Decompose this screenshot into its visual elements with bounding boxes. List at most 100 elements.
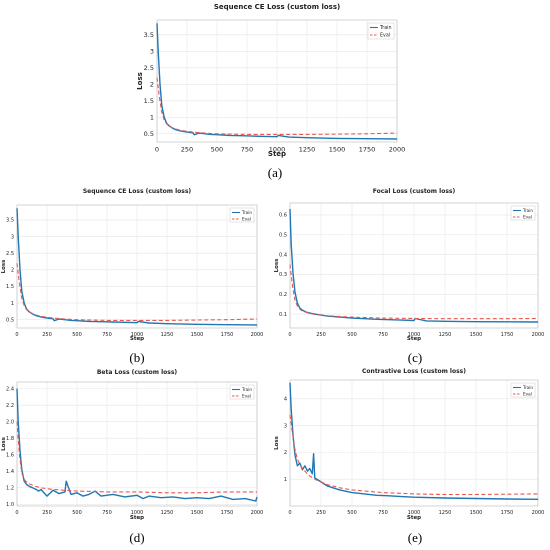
y-tick-label: 1: [11, 301, 14, 307]
chart-b-svg: 0 250 500 750 1000 1250 1500 1750 2000 0.5 1 1.5 2 2.…: [1, 188, 264, 342]
legend-label-eval: Eval: [523, 215, 532, 220]
x-tick-label: 250: [316, 332, 326, 338]
x-tick-label: 1250: [161, 332, 174, 338]
x-tick-label: 1500: [191, 332, 204, 338]
legend-label-eval: Eval: [242, 394, 251, 399]
chart-title: Sequence CE Loss (custom loss): [83, 188, 192, 195]
caption-e: (e): [407, 530, 423, 545]
caption-b: (b): [129, 350, 145, 365]
y-tick-label: 0.5: [6, 317, 14, 323]
y-tick-label: 0.3: [279, 272, 287, 278]
x-tick-label: 1000: [269, 146, 286, 154]
x-tick-label: 500: [347, 332, 357, 338]
y-tick-label: 2.4: [6, 386, 14, 392]
chart-title: Focal Loss (custom loss): [373, 188, 456, 195]
series-line-train: [16, 208, 258, 326]
x-tick-label: 0: [15, 332, 18, 338]
x-tick-label: 2000: [532, 332, 545, 338]
chart-title: Contrastive Loss (custom loss): [362, 368, 466, 375]
chart-c: 0 250 500 750 1000 1250 1500 1750 2000 0.1 0.2 0.3 0…: [270, 185, 550, 345]
y-tick-label: 1.0: [6, 502, 14, 508]
y-tick-label: 2: [11, 268, 14, 274]
caption-a: (a): [267, 165, 283, 180]
series-line-train: [156, 23, 398, 140]
x-tick-label: 1750: [501, 510, 514, 516]
x-tick-label: 250: [42, 510, 52, 516]
chart-title: Sequence CE Loss (custom loss): [214, 3, 340, 11]
x-tick-label: 1250: [439, 332, 452, 338]
x-tick-label: 1500: [191, 510, 204, 516]
y-tick-label: 0.5: [144, 130, 154, 138]
chart-d: 0 250 500 750 1000 1250 1500 1750 2000 1.0 1.2 1.4 1…: [0, 368, 270, 526]
y-axis-label: Loss: [136, 72, 144, 90]
y-axis-label: Loss: [274, 258, 280, 273]
x-tick-label: 500: [72, 510, 82, 516]
x-tick-label: 500: [72, 332, 82, 338]
x-tick-label: 750: [102, 332, 112, 338]
x-tick-label: 500: [347, 510, 357, 516]
y-tick-label: 1.8: [6, 436, 14, 442]
y-tick-label: 0.2: [279, 292, 287, 298]
chart-b: 0 250 500 750 1000 1250 1500 1750 2000 0.5 1 1.5 2 2.…: [0, 185, 270, 345]
x-tick-label: 1750: [359, 146, 376, 154]
y-tick-label: 1: [150, 114, 154, 122]
x-tick-label: 1250: [439, 510, 452, 516]
x-tick-label: 1000: [408, 510, 421, 516]
x-tick-label: 2000: [251, 510, 264, 516]
x-tick-label: 1500: [329, 146, 346, 154]
y-tick-label: 0.6: [279, 213, 287, 219]
chart-e: 0 250 500 750 1000 1250 1500 1750 2000 1 2 3 4 Contra…: [270, 368, 550, 526]
y-tick-label: 2.5: [6, 251, 14, 257]
series-line-eval: [156, 77, 398, 135]
chart-e-svg: 0 250 500 750 1000 1250 1500 1750 2000 1 2 3 4 Contra…: [274, 368, 545, 521]
y-axis-label: Loss: [1, 259, 7, 274]
x-tick-label: 2000: [251, 332, 264, 338]
y-tick-label: 2: [284, 450, 287, 456]
chart-a-svg: 0 250 500 750 1000 1250 1500 1750 2000 0.5 1 1.5 2 2.…: [136, 3, 405, 158]
x-tick-label: 1000: [408, 332, 421, 338]
y-tick-label: 1: [284, 477, 287, 483]
y-tick-label: 3: [11, 234, 14, 240]
y-tick-label: 2.2: [6, 403, 14, 409]
legend-label-train: Train: [522, 385, 533, 390]
y-tick-label: 0.1: [279, 312, 287, 318]
y-tick-label: 0.5: [279, 232, 287, 238]
caption-c: (c): [407, 350, 423, 365]
y-tick-label: 4: [284, 397, 287, 403]
x-tick-label: 750: [378, 510, 388, 516]
x-tick-label: 1250: [299, 146, 316, 154]
y-axis-label: Loss: [1, 436, 7, 451]
y-tick-label: 1.5: [6, 284, 14, 290]
x-tick-label: 750: [241, 146, 253, 154]
x-tick-label: 500: [211, 146, 223, 154]
series-line-train: [289, 382, 539, 500]
chart-d-svg: 0 250 500 750 1000 1250 1500 1750 2000 1.0 1.2 1.4 1…: [1, 369, 264, 521]
x-tick-label: 1000: [131, 332, 144, 338]
x-tick-label: 0: [288, 510, 291, 516]
x-axis-label: Step: [407, 336, 421, 342]
x-tick-label: 2000: [532, 510, 545, 516]
series-line-eval: [16, 263, 258, 321]
x-tick-label: 0: [15, 510, 18, 516]
y-tick-label: 3.5: [6, 218, 14, 224]
x-tick-label: 1500: [470, 332, 483, 338]
y-tick-label: 1.5: [144, 97, 154, 105]
y-tick-label: 3.5: [144, 31, 154, 39]
legend-label-train: Train: [241, 210, 252, 215]
y-tick-label: 3: [150, 48, 154, 56]
plot-frame: [289, 379, 539, 507]
y-tick-label: 3: [284, 423, 287, 429]
x-axis-label: Step: [130, 515, 144, 521]
series-line-eval: [289, 264, 539, 320]
x-tick-label: 750: [102, 510, 112, 516]
legend-label-train: Train: [241, 387, 252, 392]
x-tick-label: 250: [316, 510, 326, 516]
x-tick-label: 1750: [221, 510, 234, 516]
chart-a: 0 250 500 750 1000 1250 1500 1750 2000 0.5 1 1.5 2 2.…: [0, 0, 550, 160]
y-tick-label: 0.4: [279, 252, 287, 258]
caption-d: (d): [129, 530, 145, 545]
y-tick-label: 1.6: [6, 452, 14, 458]
y-axis-label: Loss: [274, 435, 280, 450]
y-tick-label: 2: [150, 81, 154, 89]
y-tick-label: 1.4: [6, 469, 14, 475]
